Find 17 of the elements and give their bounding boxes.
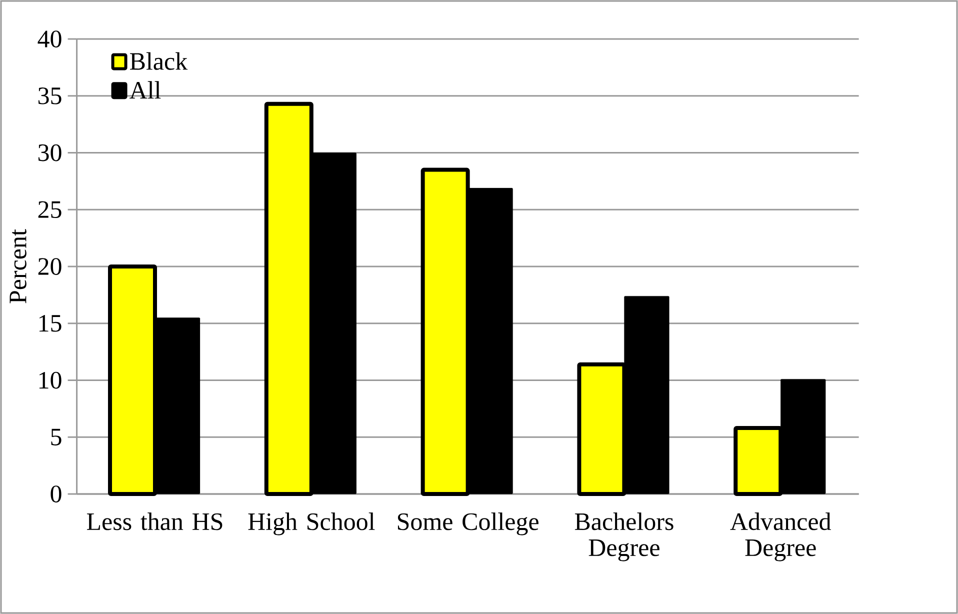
y-tick-label: 35 [38,87,62,104]
y-tick-label: 5 [51,428,62,446]
y-tick-label: 40 [38,30,62,48]
y-tick-label: 30 [38,144,62,162]
y-tick-label: 20 [38,258,62,275]
y-tick-label: 25 [38,201,62,218]
y-tick-label: 10 [39,372,62,389]
x-tick-label: Advanced Degree [730,512,831,562]
x-tick-label: Less than HS [86,512,222,530]
y-tick-label: 15 [39,315,62,332]
x-tick-label: High School [248,512,375,536]
y-tick-label: 0 [50,486,62,502]
x-tick-label: Bachelors Degree [574,512,674,562]
y-axis-title: Percent [10,229,26,304]
legend-label: Black [130,52,188,70]
x-tick-label: Some College [398,512,538,536]
legend-label: All [130,81,161,98]
